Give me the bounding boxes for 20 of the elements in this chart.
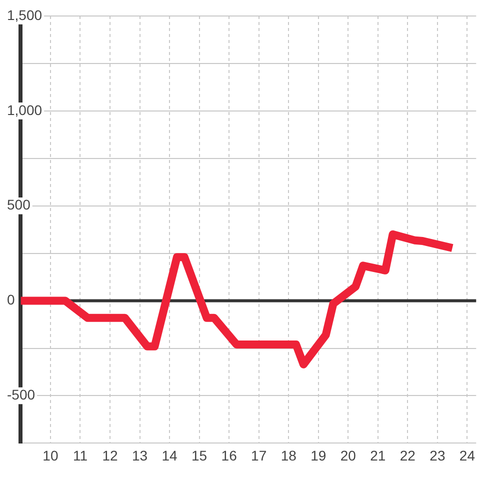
x-tick-label: 13 <box>132 447 148 464</box>
x-tick-label: 20 <box>340 447 356 464</box>
y-tick-label: 1,500 <box>7 6 42 23</box>
y-tick-label: 1,000 <box>7 102 42 118</box>
x-tick-label: 19 <box>310 447 326 464</box>
x-tick-label: 18 <box>280 447 297 464</box>
x-tick-label: 10 <box>42 447 58 464</box>
x-tick-label: 22 <box>400 447 416 464</box>
x-tick-label: 17 <box>251 447 267 464</box>
x-tick-label: 11 <box>72 447 88 464</box>
x-tick-label: 23 <box>430 447 446 464</box>
x-tick-label: 14 <box>162 447 178 464</box>
x-tick-label: 12 <box>102 447 118 464</box>
x-tick-label: 21 <box>370 447 386 464</box>
x-tick-label: 16 <box>221 447 238 464</box>
x-tick-label: 24 <box>459 447 476 464</box>
x-tick-label: 15 <box>192 447 208 464</box>
y-tick-label: 500 <box>7 196 31 213</box>
y-tick-label: 0 <box>7 292 15 308</box>
y-tick-label: -500 <box>7 386 36 403</box>
